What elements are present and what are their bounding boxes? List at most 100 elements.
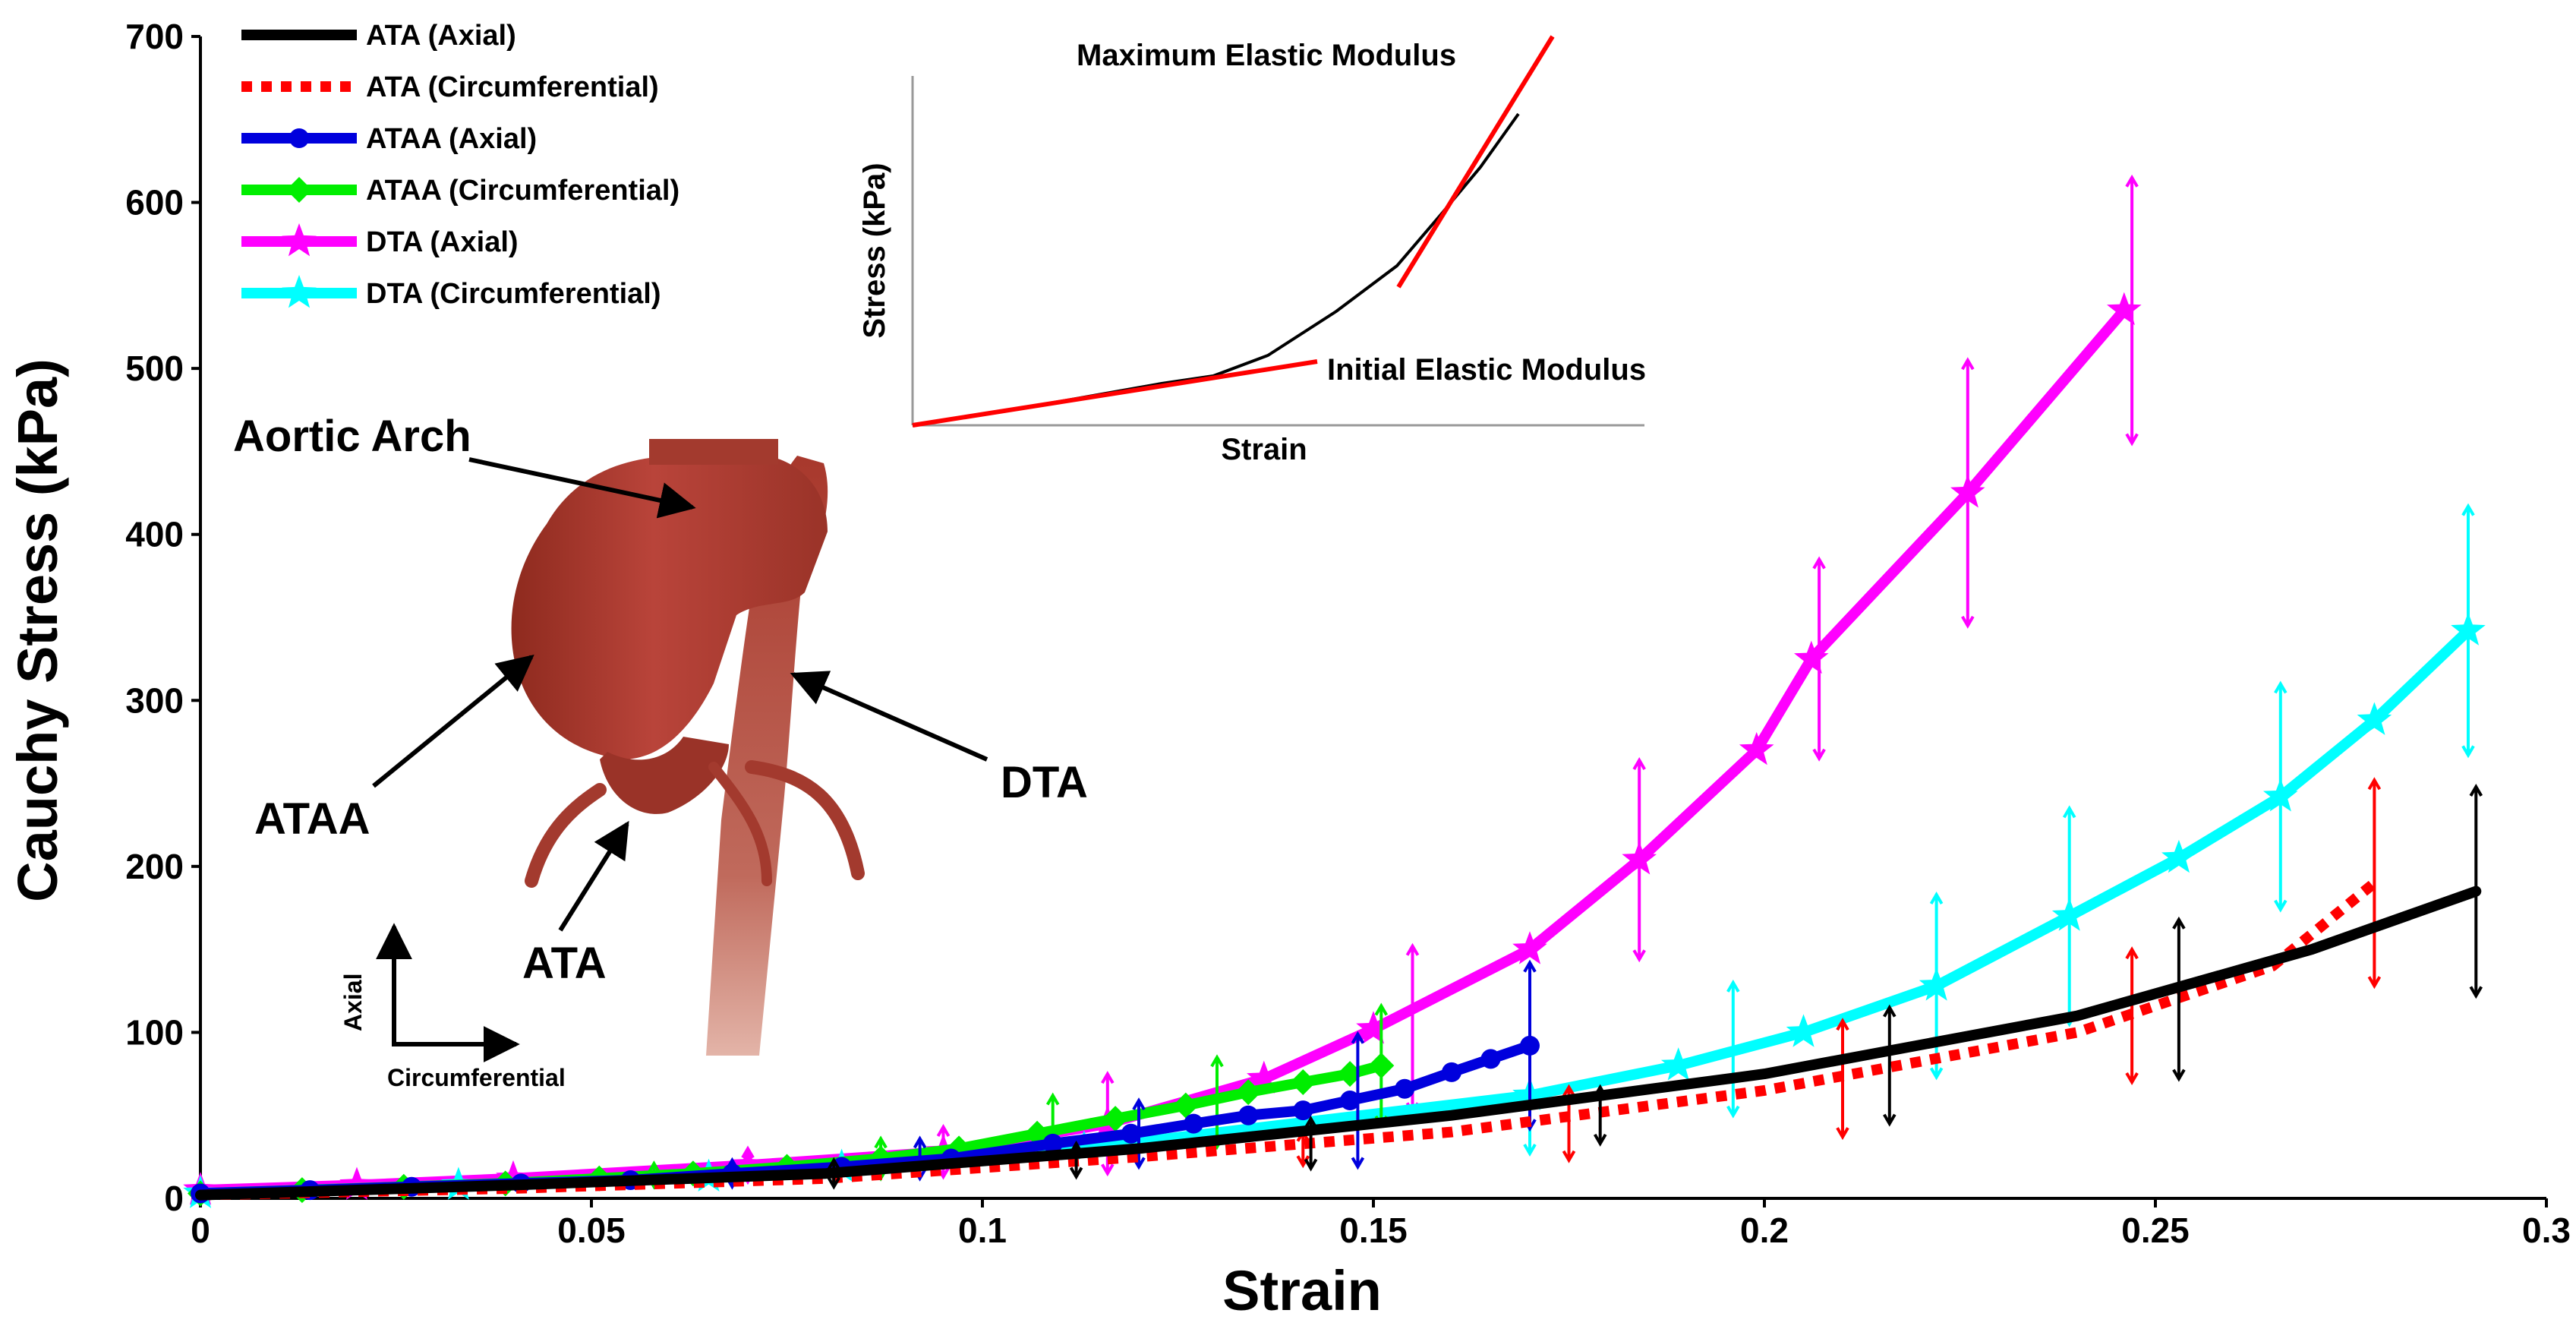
y-tick-label: 600 [125, 183, 184, 223]
error-bar-cap-top-ataa-circumferential [1045, 1092, 1060, 1106]
data-point-dta-circumferential [2161, 839, 2196, 873]
y-ticks: 0 100 200 300 400 500 600 700 [125, 17, 200, 1218]
legend-label-dta-axial: DTA (Axial) [366, 226, 519, 258]
plot-area [183, 174, 2486, 1208]
dta-label: DTA [1001, 758, 1088, 807]
legend-marker-dta-axial [282, 223, 317, 257]
error-bar-cap-top-ataa-axial [1351, 1031, 1365, 1044]
inset-init-label: Initial Elastic Modulus [1327, 353, 1646, 387]
x-tick-label: 0.1 [958, 1211, 1007, 1250]
data-point-ataa-axial [1042, 1133, 1063, 1154]
inset-x-label: Strain [1221, 433, 1307, 466]
y-axis-title: Cauchy Stress (kPa) [6, 358, 69, 902]
legend-item-ataa-axial: ATAA (Axial) [241, 123, 537, 155]
x-tick-label: 0.25 [2121, 1211, 2190, 1250]
inset-max-label: Maximum Elastic Modulus [1077, 39, 1456, 72]
error-bar-cap-bottom-dta-axial [2125, 433, 2139, 447]
error-bar-cap-bottom-ataa-axial [1351, 1157, 1365, 1170]
annotations: Aortic Arch ATAA DTA ATA [233, 412, 1088, 988]
error-bar-cap-bottom-ata-axial [2172, 1069, 2186, 1082]
orientation-compass: Axial Circumferential [339, 923, 566, 1091]
error-bar-cap-top-dta-axial [1632, 757, 1646, 770]
error-bar-cap-bottom-dta-circumferential [2461, 745, 2475, 759]
error-bar-cap-bottom-ata-axial [1593, 1133, 1607, 1147]
legend-label-ata-circumferential: ATA (Circumferential) [366, 71, 659, 103]
arch-vessel [511, 456, 828, 759]
error-bar-cap-bottom-dta-axial [1961, 615, 1975, 629]
data-point-dta-circumferential [2451, 612, 2486, 646]
x-tick-label: 0 [191, 1211, 210, 1250]
legend-label-ataa-axial: ATAA (Axial) [366, 123, 537, 155]
error-bar-cap-top-ata-circumferential [1562, 1084, 1576, 1097]
error-bar-cap-bottom-ata-circumferential [2125, 1072, 2139, 1085]
error-bar-cap-top-ataa-circumferential [647, 1160, 661, 1174]
error-bar-cap-top-dta-axial [2125, 174, 2139, 188]
error-bar-cap-top-ataa-circumferential [1210, 1054, 1224, 1068]
legend-marker-ataa-circumferential [286, 177, 312, 203]
inset-initial-modulus-line [912, 359, 1318, 428]
ata-vessel [600, 737, 729, 814]
legend-item-dta-circumferential: DTA (Circumferential) [241, 275, 661, 310]
data-point-ataa-axial [1121, 1123, 1141, 1144]
legend-item-ataa-circumferential: ATAA (Circumferential) [241, 175, 679, 207]
y-tick-label: 100 [125, 1012, 184, 1052]
data-point-dta-axial [730, 1147, 765, 1180]
series-dta-axial [183, 174, 2142, 1205]
data-point-dta-axial [1356, 1011, 1391, 1044]
error-bar-cap-bottom-ata-circumferential [1836, 1127, 1849, 1141]
error-bar-cap-bottom-ata-axial [827, 1176, 841, 1190]
error-bar-cap-bottom-dta-circumferential [1726, 1105, 1740, 1119]
data-point-ataa-axial [1442, 1062, 1461, 1082]
legend-marker-ataa-axial [289, 128, 309, 148]
data-point-dta-axial [2107, 292, 2142, 326]
data-point-dta-circumferential [2051, 898, 2087, 931]
dta-vessel [706, 456, 828, 1056]
error-bar-cap-top-ata-axial [2469, 783, 2483, 797]
data-point-dta-axial [1512, 931, 1547, 964]
error-bar-cap-top-dta-axial [1101, 1071, 1115, 1084]
data-point-ataa-axial [1395, 1078, 1415, 1099]
dta-arrow [790, 671, 988, 762]
error-bar-cap-top-ataa-axial [1132, 1097, 1146, 1111]
error-bar-cap-top-dta-circumferential [2062, 805, 2076, 819]
data-point-ataa-circumferential [1172, 1092, 1199, 1119]
error-bar-cap-top-ataa-axial [913, 1135, 927, 1149]
error-bar-cap-top-dta-axial [1405, 942, 1420, 956]
legend: ATA (Axial) ATA (Circumferential) ATAA (Ax… [241, 20, 679, 310]
ataa-label: ATAA [254, 794, 370, 844]
coronary-right [745, 760, 865, 880]
legend-label-dta-circumferential: DTA (Circumferential) [366, 278, 661, 310]
error-bar-cap-bottom-dta-axial [1812, 748, 1826, 762]
error-bar-cap-bottom-dta-circumferential [1929, 1067, 1944, 1081]
error-bar-cap-top-dta-circumferential [2274, 680, 2288, 694]
error-bar-cap-bottom-ata-circumferential [1562, 1150, 1576, 1163]
error-bar-cap-top-dta-axial [936, 1124, 951, 1138]
error-bar-cap-bottom-ata-axial [1304, 1158, 1318, 1172]
error-bar-cap-top-dta-axial [1961, 357, 1975, 371]
x-ticks: 0 0.05 0.1 0.15 0.2 0.25 0.3 [191, 1198, 2571, 1250]
y-tick-label: 700 [125, 17, 184, 56]
inset-diagram: Maximum Elastic Modulus Initial Elastic … [858, 35, 1646, 466]
error-bar-cap-top-ata-circumferential [2367, 777, 2382, 791]
error-bar-cap-top-ataa-circumferential [1374, 1002, 1389, 1016]
x-tick-label: 0.3 [2522, 1211, 2571, 1250]
error-bar-cap-top-dta-circumferential [2461, 503, 2475, 516]
legend-item-dta-axial: DTA (Axial) [241, 223, 519, 258]
data-point-ataa-axial [1520, 1035, 1540, 1056]
error-bar-cap-bottom-dta-circumferential [1523, 1143, 1537, 1157]
error-bar-cap-bottom-dta-circumferential [2274, 899, 2288, 913]
y-tick-label: 300 [125, 680, 184, 720]
data-point-ataa-axial [1238, 1105, 1259, 1125]
data-point-ataa-axial [1293, 1100, 1313, 1121]
circumferential-label: Circumferential [387, 1064, 566, 1091]
data-point-dta-circumferential [1919, 968, 1954, 1001]
error-bar-cap-top-dta-circumferential [1726, 979, 1740, 993]
error-bar-cap-bottom-ata-circumferential [2367, 976, 2382, 990]
error-bar-cap-top-ata-circumferential [2125, 946, 2139, 960]
x-axis-title: Strain [1222, 1259, 1382, 1322]
axial-label: Axial [339, 974, 367, 1031]
legend-item-ata-circumferential: ATA (Circumferential) [241, 71, 659, 103]
data-point-dta-circumferential [1660, 1047, 1696, 1081]
series-ata-axial [195, 783, 2483, 1201]
